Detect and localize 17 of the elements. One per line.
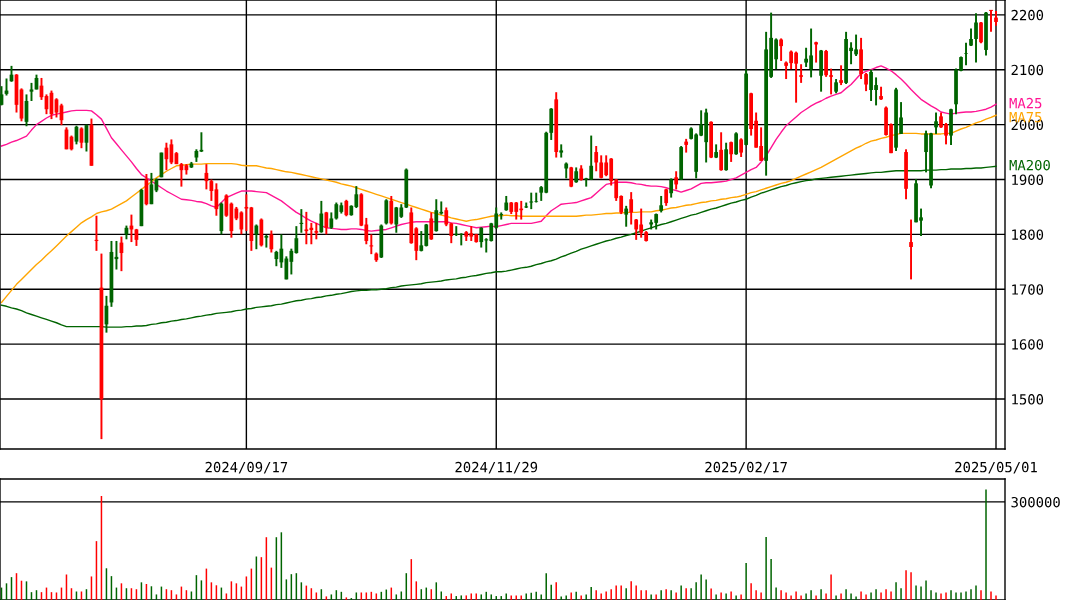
- y-tick-label: 2200: [1011, 9, 1044, 21]
- series-label: MA200: [1009, 159, 1050, 171]
- y-tick-label: 1900: [1012, 174, 1044, 185]
- x-tick-label: 2024/09/17: [205, 461, 288, 474]
- y-tick-label: 1600: [1012, 339, 1044, 350]
- y-tick-label: 1500: [1012, 394, 1044, 405]
- x-tick-label: 2025/02/17: [705, 461, 787, 474]
- series-label: MA25: [1009, 97, 1042, 109]
- candlestick: [529, 191, 534, 211]
- y-tick-label: 1800: [1012, 229, 1044, 240]
- x-tick-label: 2025/05/01: [955, 461, 1037, 474]
- y-tick-label: 1700: [1012, 284, 1044, 295]
- x-tick-label: 2024/11/29: [455, 461, 538, 474]
- line-series: [0, 114, 997, 304]
- y-tick-label: 300000: [1011, 496, 1060, 508]
- candlestick: [964, 41, 968, 67]
- y-tick-label: 2100: [1011, 64, 1044, 76]
